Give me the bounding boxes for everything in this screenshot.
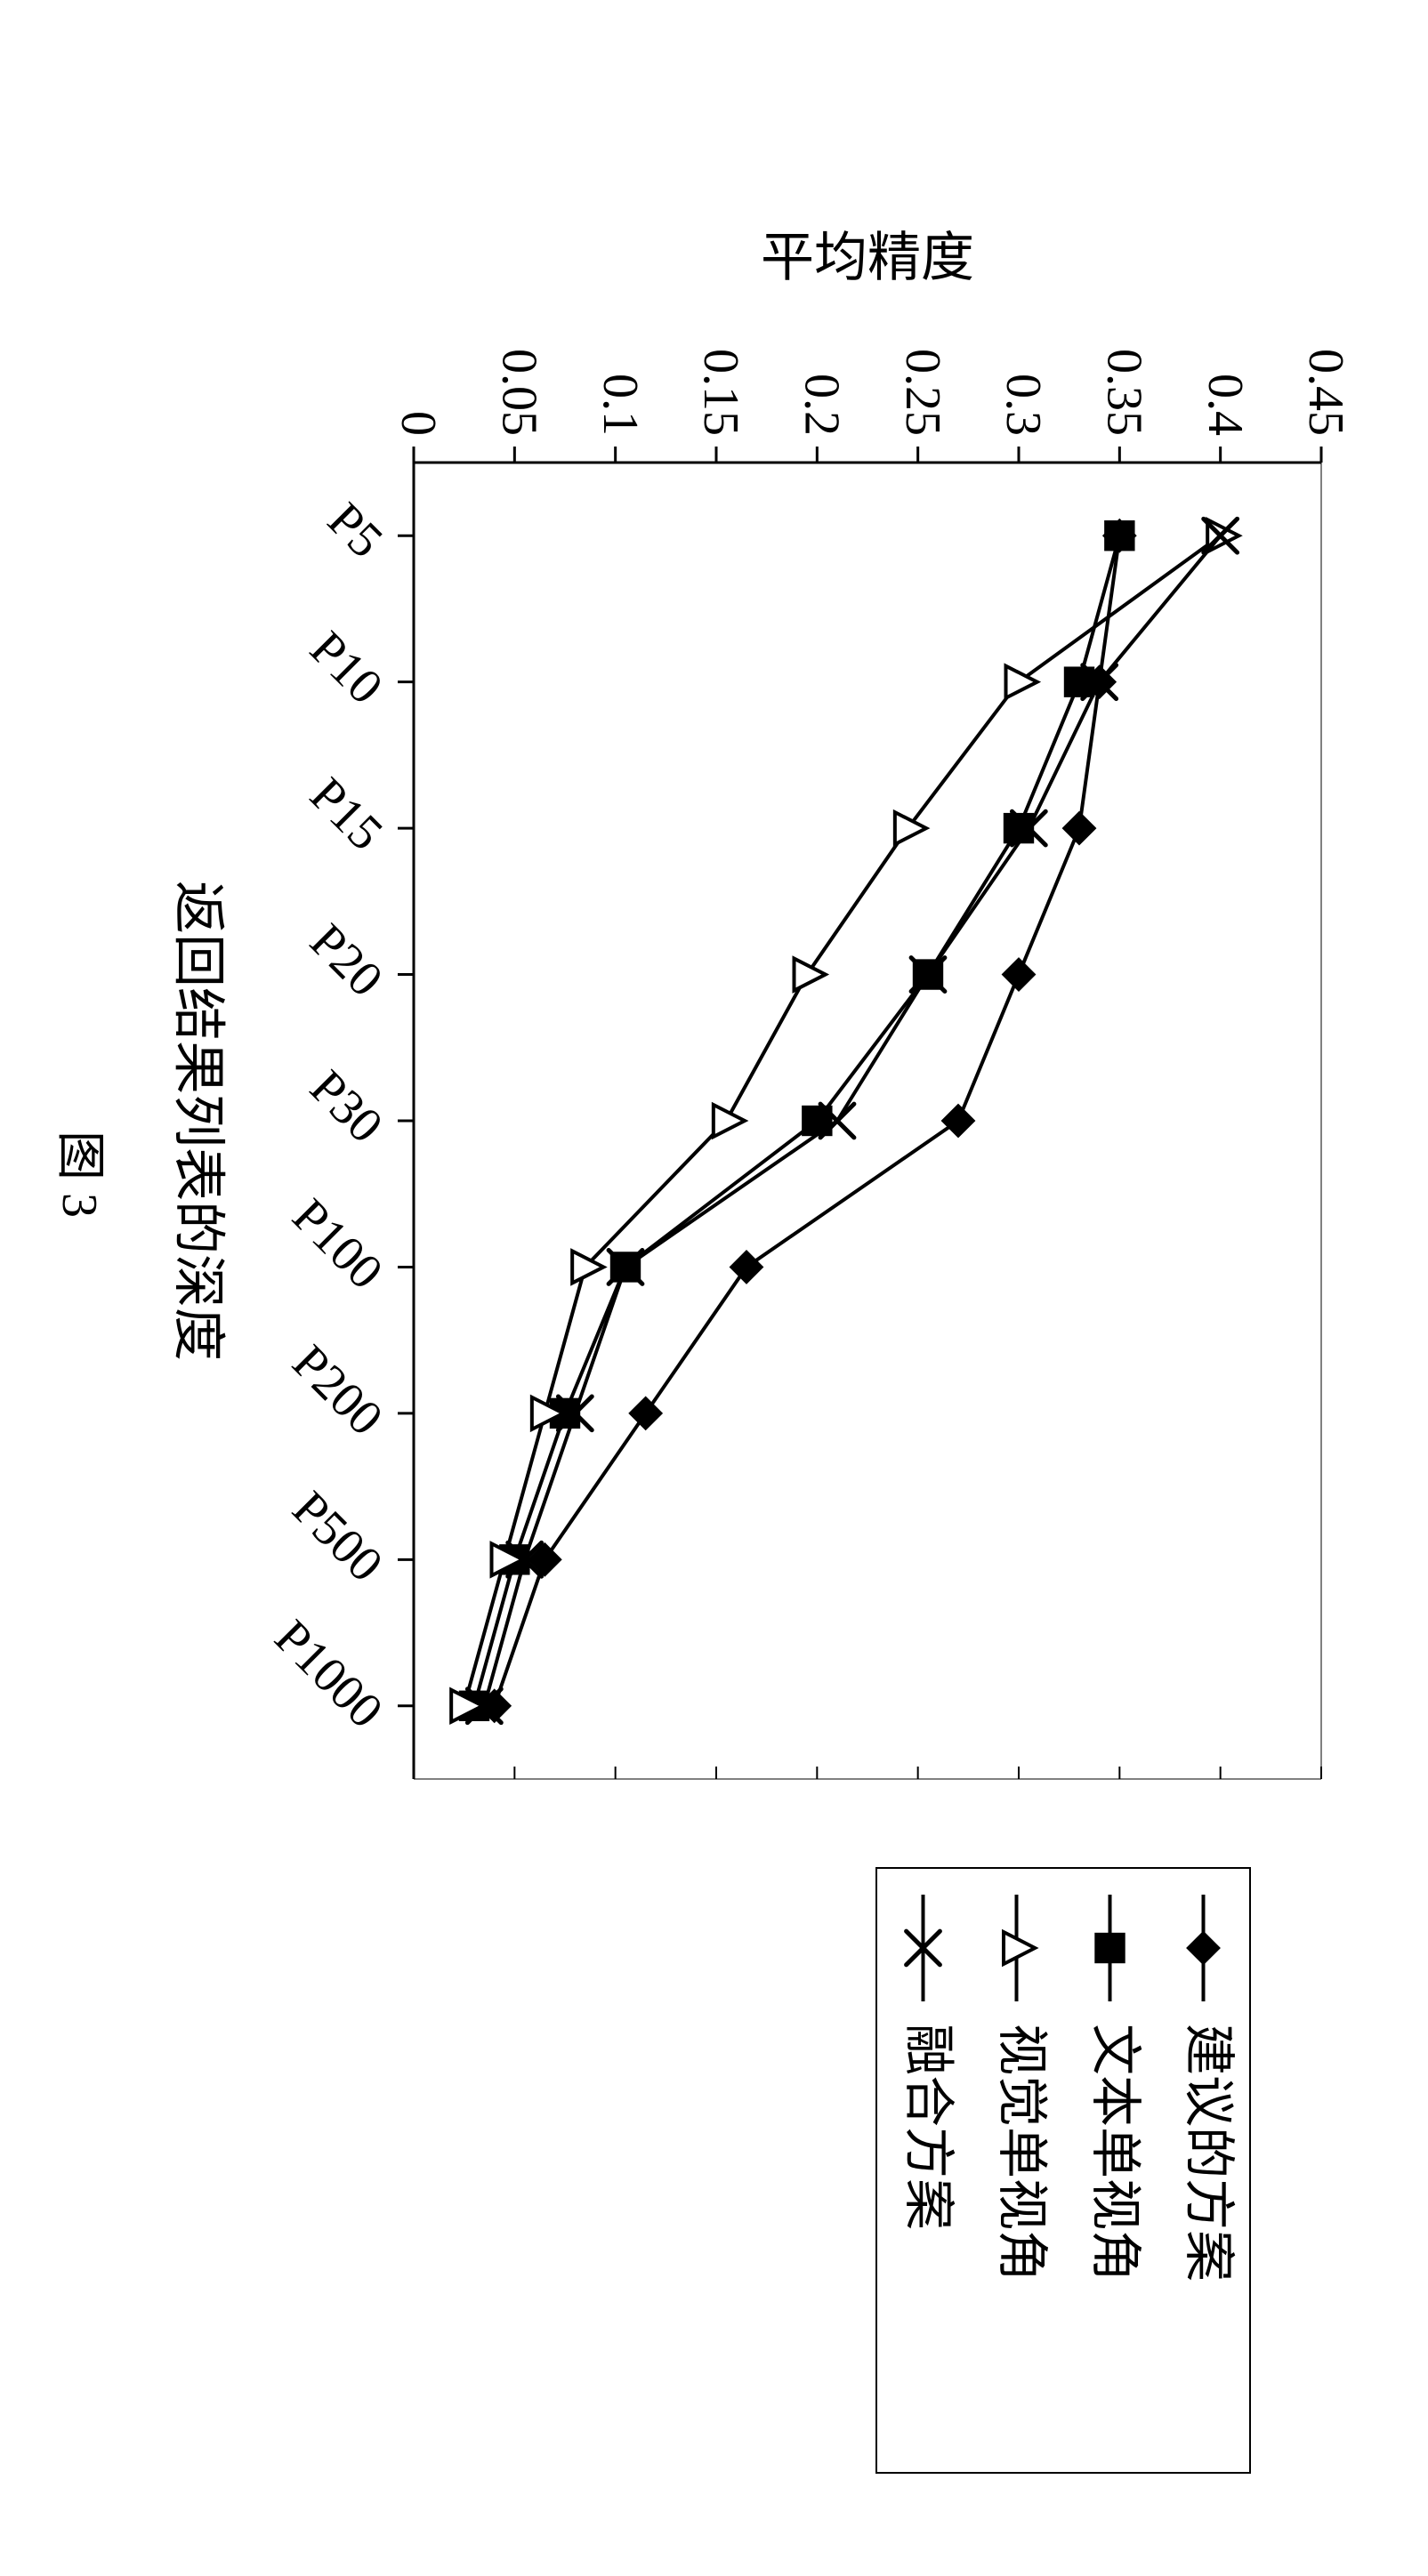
figure-caption: 图 3 [48, 1085, 120, 1263]
svg-text:平均精度: 平均精度 [761, 229, 974, 287]
svg-text:0.35: 0.35 [1096, 349, 1151, 436]
svg-text:P30: P30 [299, 1059, 392, 1153]
precision-depth-line-chart: 0 0.05 0.1 0.15 0.2 0.25 0.3 0.35 0.4 0.45 P5 P10 P1… [0, 0, 1428, 2576]
svg-text:P500: P500 [282, 1481, 393, 1592]
svg-text:P15: P15 [299, 768, 392, 861]
svg-text:0.25: 0.25 [895, 349, 950, 436]
rotated-chart-layer: 0 0.05 0.1 0.15 0.2 0.25 0.3 0.35 0.4 0.45 P5 P10 P1… [0, 0, 1428, 2576]
svg-text:P100: P100 [282, 1188, 393, 1300]
svg-text:0.45: 0.45 [1298, 349, 1353, 436]
svg-text:0.2: 0.2 [794, 374, 849, 436]
svg-text:P5: P5 [317, 492, 393, 568]
svg-text:P10: P10 [299, 621, 392, 714]
svg-text:视觉单视角: 视觉单视角 [993, 2024, 1051, 2282]
svg-text:P200: P200 [282, 1335, 393, 1446]
svg-text:融合方案: 融合方案 [900, 2024, 957, 2230]
svg-text:0.05: 0.05 [491, 349, 546, 436]
svg-text:0.1: 0.1 [593, 374, 648, 436]
svg-text:返回结果列表的深度: 返回结果列表的深度 [169, 881, 228, 1361]
svg-text:0: 0 [391, 411, 446, 436]
svg-text:0.15: 0.15 [693, 349, 748, 436]
svg-text:P1000: P1000 [264, 1610, 393, 1739]
page-root: 0 0.05 0.1 0.15 0.2 0.25 0.3 0.35 0.4 0.45 P5 P10 P1… [0, 0, 1428, 2576]
svg-text:文本单视角: 文本单视角 [1086, 2024, 1144, 2282]
svg-text:P20: P20 [299, 914, 392, 1007]
svg-text:0.3: 0.3 [996, 374, 1051, 436]
svg-text:建议的方案: 建议的方案 [1180, 2024, 1238, 2282]
svg-text:0.4: 0.4 [1198, 374, 1253, 436]
